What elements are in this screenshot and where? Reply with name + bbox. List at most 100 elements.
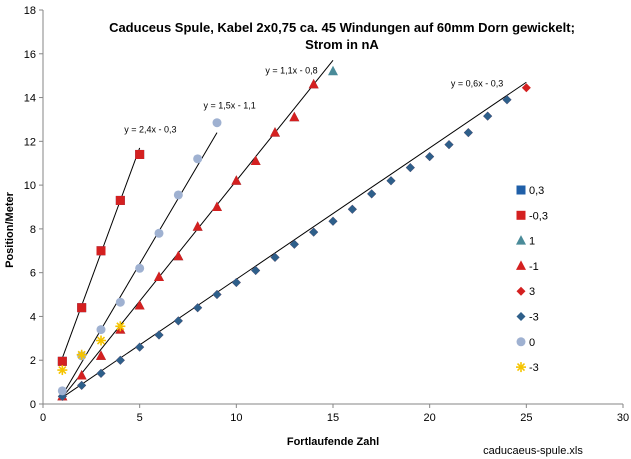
trendlines: y = 2,4x - 0,3 y = 1,5x - 1,1 y = 1,1x - 0…: [61, 60, 527, 398]
data-point: [135, 263, 145, 273]
data-point: [115, 321, 126, 332]
data-point: [309, 227, 319, 237]
data-point: [96, 350, 106, 360]
legend-marker: [516, 362, 526, 373]
series-5: [57, 95, 512, 401]
data-point: [77, 380, 87, 390]
y-tick-label: 14: [24, 93, 36, 105]
trendline-equation: y = 1,5x - 1,1: [203, 101, 255, 111]
legend-label: 3: [529, 286, 535, 298]
chart-title-line-2: Strom in nA: [305, 37, 379, 52]
y-tick-label: 4: [30, 311, 36, 323]
series-1: [57, 149, 145, 366]
x-tick-label: 30: [617, 412, 629, 424]
data-point: [193, 303, 203, 313]
file-name-footer: caducaeus-spule.xls: [483, 445, 583, 457]
data-point: [77, 303, 87, 313]
legend-marker: [516, 312, 526, 321]
trendline-equation: y = 2,4x - 0,3: [124, 125, 176, 135]
x-axis-label: Fortlaufende Zahl: [287, 436, 379, 448]
data-point: [115, 355, 125, 365]
data-point: [115, 297, 125, 307]
data-markers: [57, 65, 531, 401]
legend-marker: [516, 260, 526, 270]
legend-label: 0: [529, 337, 535, 349]
data-point: [521, 83, 531, 93]
legend-marker: [516, 235, 526, 245]
data-point: [96, 368, 106, 378]
legend-marker: [516, 337, 526, 347]
star-stroke: [116, 322, 125, 331]
data-point: [289, 111, 300, 122]
x-tick-label: 15: [327, 412, 339, 424]
data-point: [96, 335, 106, 346]
chart-title-line-1: Caduceus Spule, Kabel 2x0,75 ca. 45 Wind…: [109, 20, 575, 35]
data-point: [96, 246, 106, 256]
legend-marker: [516, 210, 526, 220]
legend-marker: [516, 286, 526, 296]
x-tick-label: 0: [40, 412, 46, 424]
data-point: [192, 221, 203, 231]
data-point: [135, 342, 145, 352]
trendline-equation: y = 0,6x - 0,3: [451, 79, 503, 89]
data-point: [57, 386, 67, 396]
y-tick-label: 6: [30, 268, 36, 280]
y-tick-label: 18: [24, 5, 36, 17]
data-point: [173, 316, 183, 326]
legend-marker: [516, 185, 526, 195]
data-point: [57, 365, 68, 376]
y-tick-label: 8: [30, 224, 36, 236]
y-tick-label: 0: [30, 399, 36, 411]
legend-label: -0,3: [529, 210, 548, 222]
star-stroke: [516, 363, 526, 372]
legend-label: 0,3: [529, 185, 544, 197]
trendline-equation: y = 1,1x - 0,8: [265, 65, 317, 75]
data-point: [386, 176, 396, 186]
data-point: [135, 149, 145, 159]
data-point: [483, 111, 493, 121]
y-axis-label: Position/Meter: [4, 191, 16, 268]
data-point: [212, 201, 222, 211]
data-point: [134, 300, 145, 310]
data-point: [405, 163, 415, 173]
x-tick-label: 25: [520, 412, 532, 424]
data-point: [231, 175, 242, 185]
y-tick-label: 2: [30, 355, 36, 367]
star-stroke: [77, 350, 86, 359]
data-point: [308, 78, 319, 89]
legend: 0,3 -0,3 1 -1 3 -3 0 -3: [516, 185, 548, 374]
legend-label: -3: [529, 312, 539, 324]
data-point: [96, 325, 106, 335]
data-point: [270, 252, 280, 262]
data-point: [154, 271, 164, 282]
data-point: [173, 190, 183, 200]
data-point: [57, 356, 67, 366]
data-point: [502, 95, 512, 105]
series-7: [57, 321, 126, 376]
x-tick-label: 20: [424, 412, 436, 424]
x-tick-label: 10: [230, 412, 242, 424]
data-point: [154, 330, 164, 340]
data-point: [289, 239, 299, 249]
data-point: [425, 152, 435, 162]
star-stroke: [58, 366, 67, 375]
legend-label: -3: [529, 362, 539, 374]
data-point: [212, 118, 222, 128]
data-point: [328, 216, 338, 226]
data-point: [367, 189, 377, 199]
data-point: [76, 349, 87, 360]
star-stroke: [96, 336, 106, 345]
y-tick-label: 12: [24, 136, 36, 148]
data-point: [231, 278, 241, 288]
data-point: [154, 228, 164, 238]
y-tick-label: 16: [24, 49, 36, 61]
data-point: [328, 65, 338, 76]
data-point: [250, 155, 261, 166]
data-point: [193, 154, 203, 164]
data-point: [463, 128, 473, 138]
x-tick-label: 5: [137, 412, 143, 424]
data-point: [347, 204, 357, 214]
data-point: [173, 250, 184, 261]
